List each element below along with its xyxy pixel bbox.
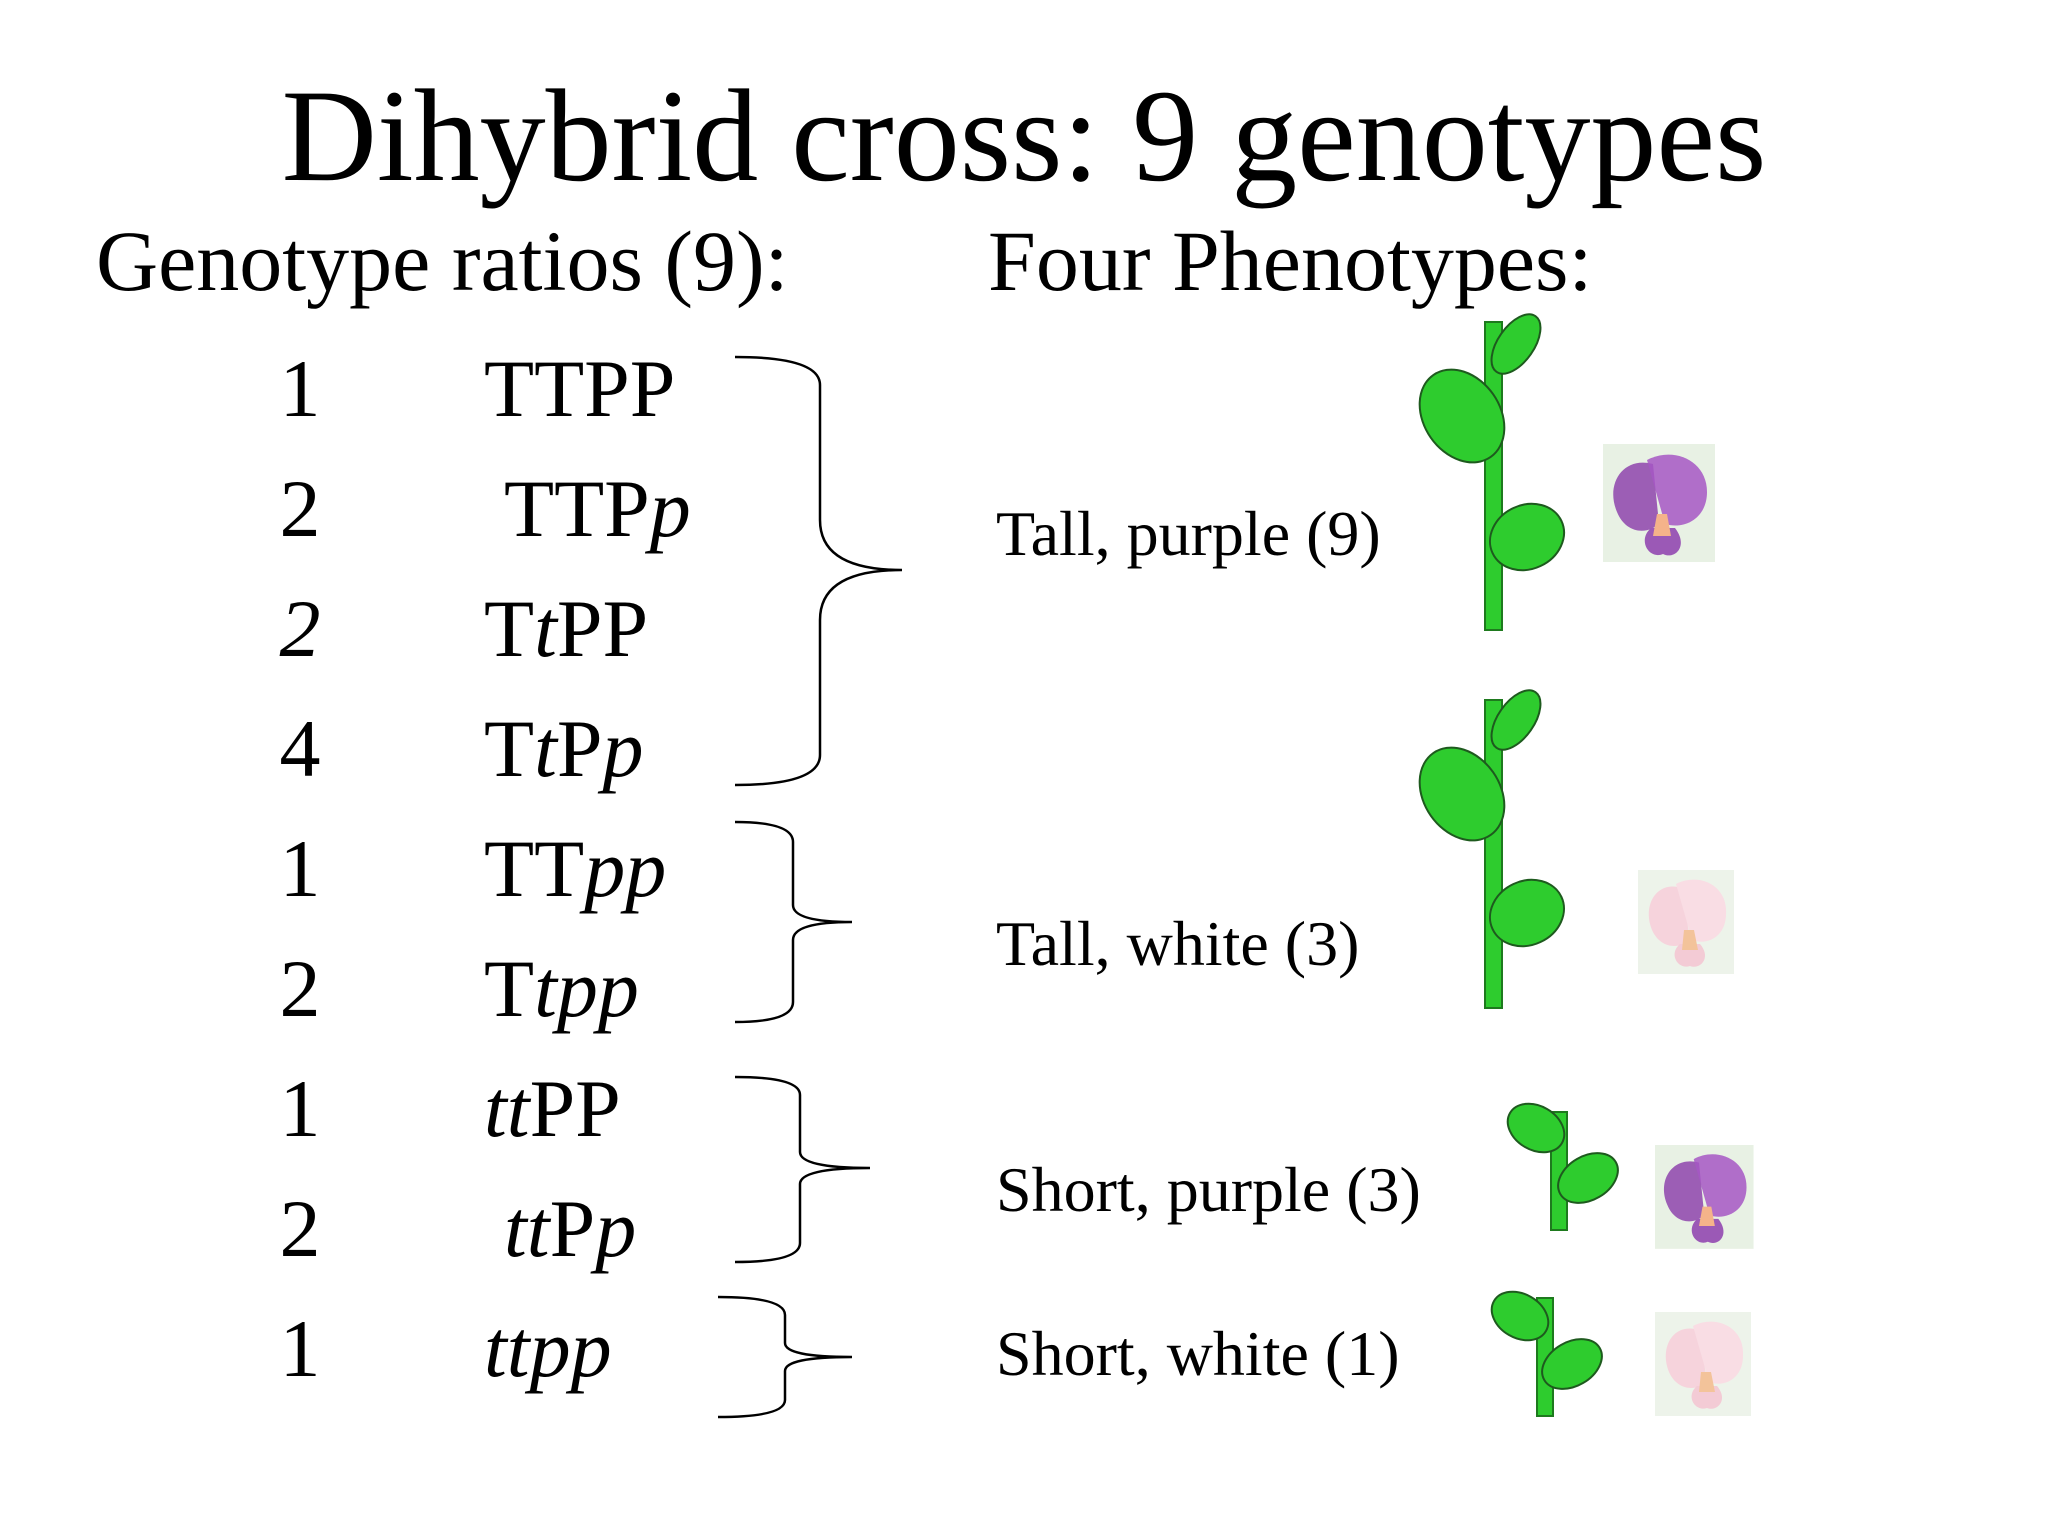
genotype-7: ttPP	[484, 1063, 621, 1154]
bracket-short-purple	[734, 1075, 871, 1264]
ratio-6: 2	[279, 943, 321, 1034]
ratio-2: 2	[279, 463, 321, 554]
phenotype-label-tall-purple: Tall, purple (9)	[996, 498, 1381, 569]
genotype-5: TTpp	[484, 823, 667, 914]
ratio-4: 4	[279, 703, 321, 794]
white-flower-icon	[1655, 1312, 1751, 1416]
genotype-8: ttPp	[504, 1183, 637, 1274]
genotype-6: Ttpp	[484, 943, 639, 1034]
bracket-tall-purple	[734, 355, 903, 787]
short-plant-icon	[1490, 1290, 1603, 1417]
phenotype-label-short-purple: Short, purple (3)	[996, 1154, 1421, 1225]
ratio-1: 1	[279, 343, 321, 434]
white-flower-icon	[1638, 870, 1734, 974]
genotype-3: TtPP	[484, 583, 649, 674]
ratio-8: 2	[279, 1183, 321, 1274]
phenotype-label-short-white: Short, white (1)	[996, 1318, 1400, 1389]
slide-title: Dihybrid cross: 9 genotypes	[281, 62, 1767, 209]
genotype-1: TTPP	[484, 343, 676, 434]
ratio-3: 2	[279, 583, 321, 674]
tall-plant-icon	[1418, 313, 1565, 631]
genotype-ratios-heading: Genotype ratios (9):	[96, 213, 789, 309]
phenotype-label-tall-white: Tall, white (3)	[996, 908, 1360, 979]
short-plant-icon	[1506, 1102, 1619, 1231]
ratio-5: 1	[279, 823, 321, 914]
genotype-4: TtPp	[484, 703, 644, 794]
genotype-9: ttpp	[484, 1303, 612, 1394]
bracket-short-white	[717, 1295, 853, 1419]
genotype-2: TTPp	[504, 463, 691, 554]
phenotypes-heading: Four Phenotypes:	[988, 213, 1593, 309]
ratio-9: 1	[279, 1303, 321, 1394]
tall-plant-icon	[1418, 689, 1565, 1009]
ratio-7: 1	[279, 1063, 321, 1154]
bracket-tall-white	[734, 820, 853, 1024]
purple-flower-icon	[1655, 1145, 1754, 1249]
purple-flower-icon	[1603, 444, 1715, 562]
